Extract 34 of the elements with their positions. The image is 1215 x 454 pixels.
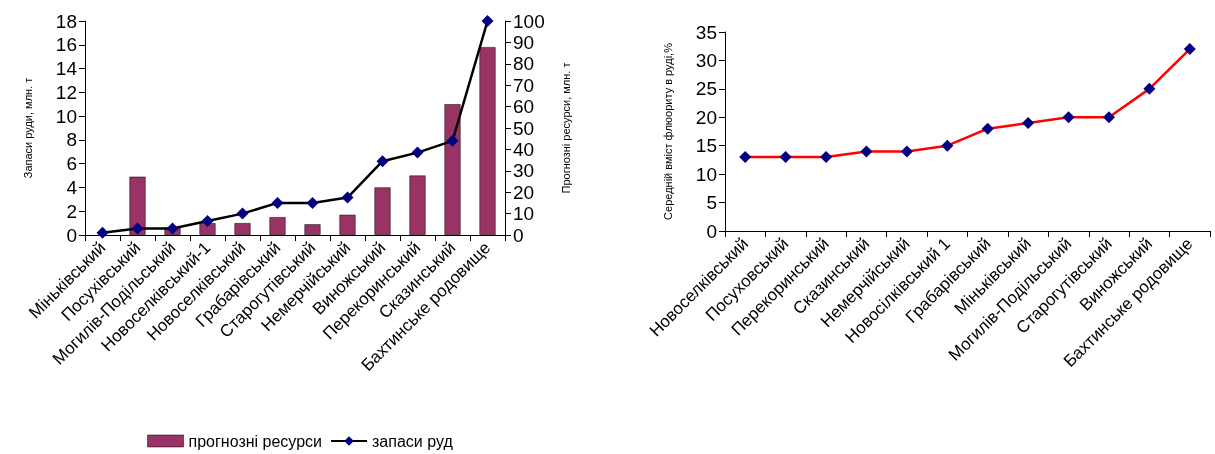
legend-label: прогнозні ресурси bbox=[188, 432, 323, 450]
y-tick-label: 25 bbox=[695, 78, 717, 100]
y-tick-label: 2 bbox=[66, 200, 77, 222]
y-tick-label: 8 bbox=[66, 129, 77, 151]
y2-tick-label: 80 bbox=[513, 53, 535, 75]
y2-tick-label: 20 bbox=[513, 181, 535, 203]
y-tick-label: 4 bbox=[66, 176, 78, 198]
y2-tick-label: 0 bbox=[513, 224, 524, 246]
y2-axis-title: Прогнозні ресурси, млн. т bbox=[559, 62, 572, 194]
y-tick-label: 20 bbox=[695, 106, 717, 128]
y-axis-title: Запаси руди, млн. т bbox=[21, 77, 34, 179]
y2-tick-label: 40 bbox=[513, 138, 535, 160]
y2-tick-label: 100 bbox=[513, 10, 545, 32]
y2-tick-label: 30 bbox=[513, 160, 535, 182]
y2-tick-label: 60 bbox=[513, 96, 535, 118]
y-tick-label: 5 bbox=[706, 192, 717, 214]
y-tick-label: 14 bbox=[55, 58, 78, 80]
y-tick-label: 10 bbox=[695, 163, 717, 185]
y-axis-title: Середній вміст флюориту в руді,% bbox=[661, 42, 674, 220]
y2-tick-label: 10 bbox=[513, 203, 535, 225]
y-tick-label: 0 bbox=[706, 220, 717, 242]
y-tick-label: 12 bbox=[55, 81, 77, 103]
y-tick-label: 6 bbox=[66, 153, 77, 175]
legend-label: запаси руд bbox=[372, 432, 454, 450]
y2-tick-label: 70 bbox=[513, 74, 535, 96]
y-tick-label: 10 bbox=[55, 105, 77, 127]
y2-tick-label: 90 bbox=[513, 31, 535, 53]
y-tick-label: 30 bbox=[695, 49, 717, 71]
y-tick-label: 0 bbox=[66, 224, 77, 246]
y-tick-label: 16 bbox=[55, 34, 77, 56]
y2-tick-label: 50 bbox=[513, 117, 535, 139]
y-tick-label: 35 bbox=[695, 21, 717, 43]
y-tick-label: 15 bbox=[695, 135, 717, 157]
y-tick-label: 18 bbox=[55, 10, 77, 32]
